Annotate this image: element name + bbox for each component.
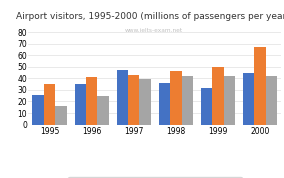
Bar — [224, 76, 235, 125]
Bar — [74, 84, 86, 125]
Bar — [170, 71, 181, 125]
Bar — [266, 76, 277, 125]
Legend: John F. Kennedy, LaGuardia, Newark: John F. Kennedy, LaGuardia, Newark — [68, 177, 242, 178]
Bar — [139, 80, 151, 125]
Bar — [159, 83, 170, 125]
Bar — [32, 95, 44, 125]
Bar — [44, 84, 55, 125]
Bar — [181, 76, 193, 125]
Bar — [97, 96, 109, 125]
Bar — [117, 70, 128, 125]
Bar — [243, 73, 254, 125]
Text: Airport visitors, 1995-2000 (millions of passengers per year): Airport visitors, 1995-2000 (millions of… — [16, 12, 284, 22]
Text: www.ielts-exam.net: www.ielts-exam.net — [124, 28, 182, 33]
Bar — [201, 88, 212, 125]
Bar — [212, 67, 224, 125]
Bar — [55, 106, 66, 125]
Bar — [254, 47, 266, 125]
Bar — [86, 77, 97, 125]
Bar — [128, 75, 139, 125]
